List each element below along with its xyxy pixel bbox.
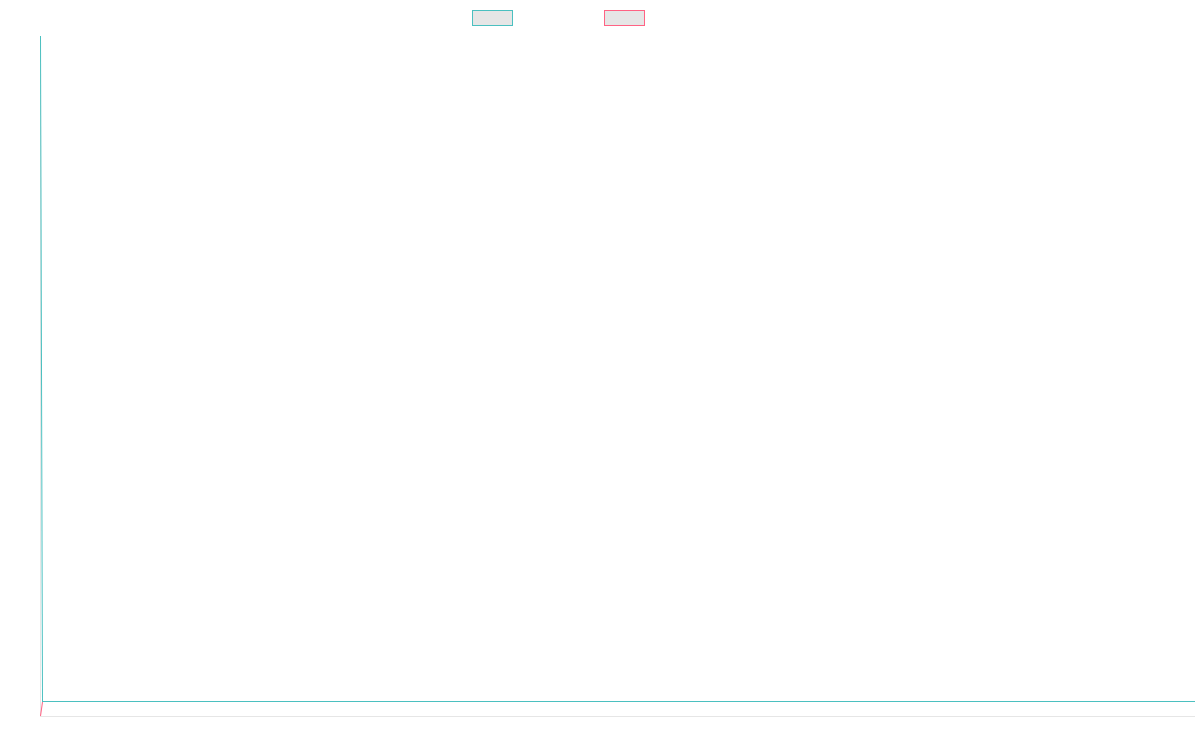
series-2-line [40, 701, 43, 717]
legend [472, 10, 645, 26]
legend-swatch-1[interactable] [472, 10, 513, 26]
legend-swatch-2[interactable] [604, 10, 645, 26]
series-1-line-vertical [40, 35, 43, 703]
series-layer [40, 35, 1195, 717]
axes [40, 36, 1195, 717]
